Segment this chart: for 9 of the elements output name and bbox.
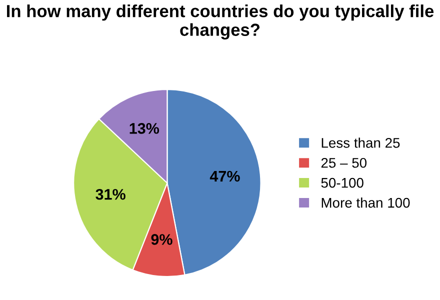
legend-label: More than 100 — [322, 198, 410, 208]
data-label: 9% — [151, 234, 172, 245]
legend-label: 25 – 50 — [321, 158, 367, 168]
data-label: 47% — [210, 170, 240, 182]
data-label: 13% — [130, 123, 160, 134]
chart-title: In how many different countries do you typically file changes? — [7, 4, 434, 40]
data-label: 31% — [96, 188, 126, 200]
legend-label: 50-100 — [321, 178, 364, 188]
legend-label: Less than 25 — [322, 138, 400, 148]
